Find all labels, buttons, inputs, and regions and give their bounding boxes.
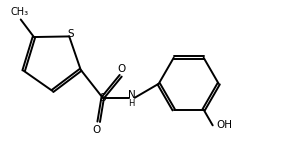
Text: OH: OH xyxy=(217,120,233,130)
Text: H: H xyxy=(128,99,135,108)
Text: O: O xyxy=(118,64,126,74)
Text: CH₃: CH₃ xyxy=(11,7,29,18)
Text: O: O xyxy=(93,125,101,135)
Text: N: N xyxy=(128,90,135,100)
Text: S: S xyxy=(67,29,74,39)
Text: S: S xyxy=(99,93,106,103)
